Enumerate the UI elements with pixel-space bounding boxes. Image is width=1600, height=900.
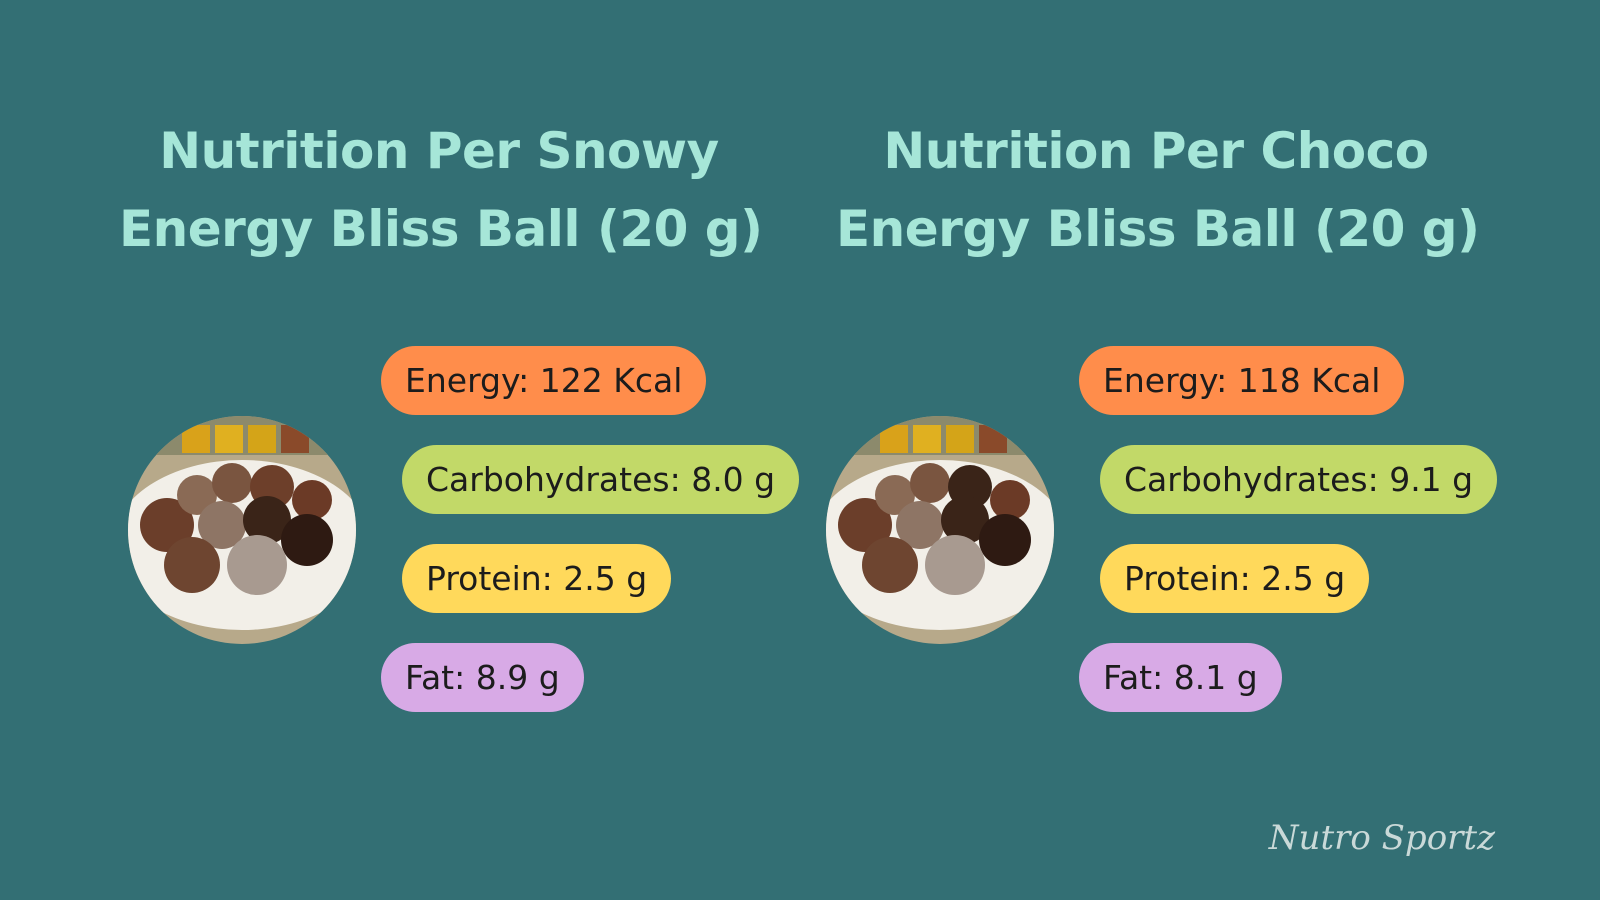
title-line: Energy Bliss Ball (20 g): [119, 200, 763, 258]
fat-pill: Fat: 8.1 g: [1079, 643, 1282, 712]
title-line: Nutrition Per Choco: [883, 122, 1429, 180]
watermark: Nutro Sportz: [1268, 818, 1495, 858]
carbs-pill: Carbohydrates: 9.1 g: [1100, 445, 1498, 514]
title-line: Energy Bliss Ball (20 g): [836, 200, 1480, 258]
panel-title: Nutrition Per Snowy Energy Bliss Ball (2…: [119, 112, 763, 268]
food-photo: [128, 416, 356, 644]
carbs-pill: Carbohydrates: 8.0 g: [402, 445, 800, 514]
title-line: Nutrition Per Snowy: [159, 122, 719, 180]
panel-title: Nutrition Per Choco Energy Bliss Ball (2…: [836, 112, 1480, 268]
fat-pill: Fat: 8.9 g: [381, 643, 584, 712]
protein-pill: Protein: 2.5 g: [402, 544, 672, 613]
energy-pill: Energy: 118 Kcal: [1079, 346, 1405, 415]
protein-pill: Protein: 2.5 g: [1100, 544, 1370, 613]
food-photo: [826, 416, 1054, 644]
energy-pill: Energy: 122 Kcal: [381, 346, 707, 415]
